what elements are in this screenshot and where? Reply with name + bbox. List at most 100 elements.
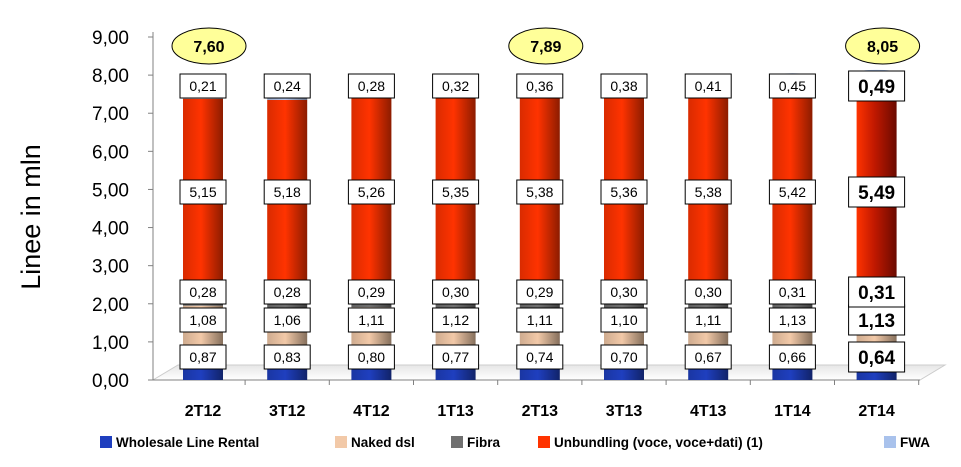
data-label: 0,49 <box>858 77 895 98</box>
data-label: 0,70 <box>610 349 637 365</box>
data-label-box <box>848 70 906 102</box>
data-label: 1,12 <box>442 312 469 328</box>
bar-segment-fibra-4T13 <box>688 300 729 313</box>
legend-swatch <box>884 436 896 448</box>
data-label: 5,38 <box>526 184 553 200</box>
data-label-box <box>684 344 732 370</box>
data-label-box <box>684 307 732 333</box>
x-tick-label: 2T13 <box>522 403 559 420</box>
data-label-box <box>263 73 311 99</box>
data-label: 5,36 <box>610 184 637 200</box>
data-label-box <box>347 344 395 370</box>
data-label: 5,26 <box>358 184 385 200</box>
data-label-box <box>516 307 564 333</box>
data-label-box <box>432 344 480 370</box>
data-label: 5,38 <box>695 184 722 200</box>
x-tick-label: 2T12 <box>185 403 222 420</box>
data-label-box <box>848 341 906 373</box>
y-tick-label: 8,00 <box>92 66 129 87</box>
data-label-box <box>848 276 906 308</box>
data-label: 1,13 <box>858 311 895 332</box>
data-label: 0,32 <box>442 78 469 94</box>
data-label-box <box>263 344 311 370</box>
y-tick-label: 5,00 <box>92 180 129 201</box>
data-label: 1,13 <box>779 312 806 328</box>
x-tick-label: 3T13 <box>606 403 643 420</box>
data-label: 0,28 <box>274 284 301 300</box>
x-tick-label: 4T13 <box>690 403 727 420</box>
data-label-box <box>347 73 395 99</box>
data-label-box <box>600 279 648 305</box>
data-label: 0,80 <box>358 349 385 365</box>
data-label-box <box>347 179 395 205</box>
data-label: 0,67 <box>695 349 722 365</box>
data-label: 5,42 <box>779 184 806 200</box>
data-label-box <box>432 307 480 333</box>
data-label: 0,87 <box>189 349 216 365</box>
legend-label: Unbundling (voce, voce+dati) (1) <box>554 435 763 450</box>
legend-swatch <box>100 436 112 448</box>
data-label-box <box>432 179 480 205</box>
data-label-box <box>516 344 564 370</box>
data-label: 0,83 <box>274 349 301 365</box>
data-label-box <box>263 179 311 205</box>
data-label-box <box>684 179 732 205</box>
x-tick-label: 4T12 <box>353 403 390 420</box>
total-label: 7,60 <box>193 39 224 56</box>
y-tick-label: 0,00 <box>92 371 129 392</box>
legend-label: Fibra <box>467 435 500 450</box>
data-label: 0,74 <box>526 349 553 365</box>
y-tick-label: 7,00 <box>92 104 129 125</box>
data-label-box <box>600 73 648 99</box>
y-tick-label: 1,00 <box>92 333 129 354</box>
y-tick-label: 6,00 <box>92 142 129 163</box>
data-label: 0,31 <box>858 283 895 304</box>
data-label-box <box>684 279 732 305</box>
data-label: 0,24 <box>274 78 301 94</box>
data-label: 0,21 <box>189 78 216 94</box>
total-label: 8,05 <box>867 39 898 56</box>
data-label: 1,11 <box>358 312 384 328</box>
data-label: 1,06 <box>274 312 301 328</box>
data-label: 0,77 <box>442 349 469 365</box>
legend-swatch <box>538 436 550 448</box>
x-tick-label: 3T12 <box>269 403 306 420</box>
data-label-box <box>600 307 648 333</box>
data-label-box <box>179 344 227 370</box>
data-label: 5,49 <box>858 183 895 204</box>
data-label-box <box>432 279 480 305</box>
data-label: 5,35 <box>442 184 469 200</box>
data-label: 1,10 <box>610 312 637 328</box>
data-label-box <box>347 307 395 333</box>
data-label: 0,30 <box>695 284 722 300</box>
data-label: 0,41 <box>695 78 722 94</box>
data-label: 0,66 <box>779 349 806 365</box>
data-label: 0,45 <box>779 78 806 94</box>
legend-label: Naked dsl <box>351 435 415 450</box>
total-bubble <box>845 27 921 65</box>
data-label: 1,08 <box>189 312 216 328</box>
bar-segment-fibra-3T13 <box>604 299 644 312</box>
legend-label: Wholesale Line Rental <box>116 435 259 450</box>
y-tick-label: 9,00 <box>92 28 129 49</box>
data-label: 0,28 <box>358 78 385 94</box>
x-tick-label: 1T13 <box>437 403 474 420</box>
data-label-box <box>600 179 648 205</box>
data-label-box <box>263 279 311 305</box>
data-label: 0,30 <box>610 284 637 300</box>
total-label: 7,89 <box>530 39 561 56</box>
data-label-box <box>432 73 480 99</box>
data-label: 0,29 <box>358 284 385 300</box>
y-tick-label: 3,00 <box>92 257 129 278</box>
data-label: 5,15 <box>189 184 216 200</box>
x-tick-label: 2T14 <box>858 403 895 420</box>
data-label-box <box>179 73 227 99</box>
data-label-box <box>179 307 227 333</box>
data-label: 0,38 <box>610 78 637 94</box>
y-tick-label: 4,00 <box>92 219 129 240</box>
data-label-box <box>768 73 816 99</box>
legend-swatch <box>451 436 463 448</box>
data-label-box <box>848 176 906 208</box>
